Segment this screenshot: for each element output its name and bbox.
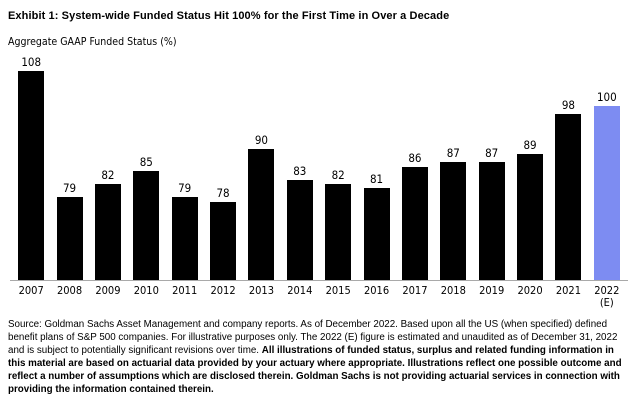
bar [517,154,544,280]
x-tick-label: 2016 [363,284,390,297]
x-tick-label: 2014 [287,284,313,297]
bar [478,162,505,280]
x-tick-label: 2009 [95,284,121,297]
x-tick-label: 2012 [210,284,236,297]
chart-plot-area: 108 79 82 85 79 78 90 83 82 81 86 87 87 89 98 100 [10,54,628,281]
x-tick-label: 2021 [555,284,582,297]
x-tick-label: 2017 [402,284,428,297]
bar [171,197,198,280]
x-tick-label: 2008 [56,284,83,297]
bar [555,114,582,280]
bar-column: 81 [357,173,395,280]
bar-value-label: 82 [331,168,345,182]
bar [94,184,121,280]
bar-column: 82 [89,169,127,280]
bar-value-label: 108 [21,55,42,69]
bar-column: 79 [166,182,204,280]
x-tick-label: 2013 [248,284,275,297]
x-tick-label: 2015 [325,284,351,297]
bar [401,167,428,280]
bar [286,180,313,280]
bar-value-label: 100 [596,90,617,104]
bar-value-label: 79 [62,181,77,195]
funded-status-bar-chart: 108 79 82 85 79 78 90 83 82 81 86 87 87 89 98 100 2007 2… [10,54,628,309]
bar-column: 78 [204,187,242,280]
bar-value-label: 85 [139,155,153,169]
bar-column: 108 [12,56,50,280]
bar-column: 79 [50,182,88,280]
bar [363,188,390,280]
bar-value-label: 86 [408,151,422,165]
bar [325,184,352,280]
bar [248,149,275,280]
bar-value-label: 79 [178,181,192,195]
bar-value-label: 82 [101,168,115,182]
x-tick-label: 2022 (E) [594,284,620,309]
bar [133,171,160,280]
chart-subtitle: Aggregate GAAP Funded Status (%) [8,36,177,48]
bar-value-label: 83 [293,164,307,178]
bar [210,202,237,280]
bar-value-label: 87 [446,146,460,160]
bar-value-label: 90 [254,133,269,147]
x-tick-label: 2010 [133,284,159,297]
x-tick-label: 2011 [172,284,198,297]
x-tick-label: 2007 [18,284,44,297]
source-note-text: Source: Goldman Sachs Asset Management a… [8,319,618,356]
bar-value-label: 89 [523,138,537,152]
bar-value-label: 78 [216,186,230,200]
bar [18,71,45,280]
x-tick-label: 2019 [479,284,505,297]
source-note-disclaimer: All illustrations of funded status, surp… [8,345,622,395]
bar-value-label: 87 [485,146,499,160]
bar-column: 83 [281,165,319,280]
bar-value-label: 81 [369,172,384,186]
bar-column: 87 [473,147,511,280]
bar-column: 86 [396,152,434,280]
bar-column: 85 [127,156,165,280]
bar [56,197,83,280]
x-tick-label: 2018 [440,284,466,297]
bar [440,162,467,280]
bar-column: 100 [588,91,626,280]
bar-column: 90 [242,134,280,280]
bar-column: 98 [549,99,587,280]
bar-column: 89 [511,139,549,280]
bar-value-label: 98 [561,98,576,112]
x-axis: 2007 2008 2009 2010 2011 2012 2013 2014 2015 2016… [10,285,628,309]
bar-column: 87 [434,147,472,280]
bar [593,106,620,280]
x-tick-label: 2020 [517,284,543,297]
source-note: Source: Goldman Sachs Asset Management a… [8,318,630,396]
page-title: Exhibit 1: System-wide Funded Status Hit… [8,10,450,22]
bar-column: 82 [319,169,357,280]
